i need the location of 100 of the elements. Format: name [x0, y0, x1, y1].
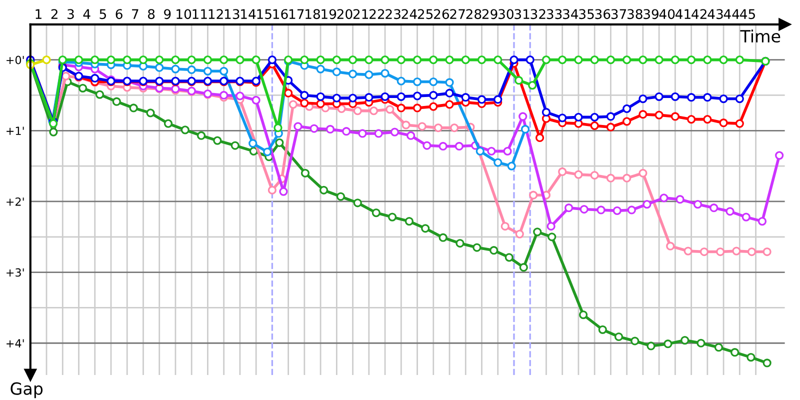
point: [42, 56, 51, 64]
point: [476, 146, 484, 156]
point: [319, 186, 328, 194]
point: [90, 56, 100, 64]
x-tick-label: 41: [675, 9, 690, 19]
point: [670, 112, 680, 121]
point: [316, 64, 325, 74]
point: [719, 118, 728, 128]
point: [364, 93, 374, 102]
point: [680, 336, 690, 345]
point: [248, 139, 258, 148]
x-tick-label: 38: [628, 9, 642, 20]
point: [438, 233, 448, 242]
point: [622, 174, 632, 182]
point: [412, 92, 422, 100]
x-tick-label: 31: [514, 9, 530, 20]
point: [627, 206, 636, 214]
point: [558, 167, 567, 176]
point: [548, 232, 556, 242]
point: [421, 224, 430, 233]
point: [558, 114, 567, 122]
point: [614, 332, 624, 342]
x-tick-label: 43: [708, 9, 723, 20]
point: [638, 168, 648, 178]
point: [542, 108, 551, 117]
x-tick-label: 11: [192, 9, 207, 19]
point: [642, 200, 652, 209]
point: [638, 110, 648, 119]
point: [456, 238, 464, 248]
point: [404, 216, 414, 226]
point: [236, 56, 244, 64]
point: [203, 56, 212, 64]
point: [369, 106, 378, 116]
point: [332, 56, 341, 64]
point: [687, 115, 696, 124]
point: [687, 93, 696, 102]
point: [622, 117, 632, 126]
point: [716, 247, 725, 256]
point: [590, 56, 599, 64]
point: [630, 336, 640, 346]
point: [429, 102, 438, 111]
x-tick-label: 19: [322, 9, 336, 20]
point: [526, 56, 534, 64]
x-tick-label: 34: [563, 9, 578, 20]
point: [288, 100, 298, 109]
point: [477, 56, 486, 64]
point: [500, 222, 510, 231]
x-tick-label: 4: [83, 9, 90, 19]
point: [300, 98, 309, 108]
point: [472, 243, 482, 252]
point: [90, 74, 100, 83]
point: [580, 204, 588, 214]
point: [735, 56, 744, 64]
point: [687, 56, 696, 64]
point: [746, 352, 756, 362]
point: [660, 194, 668, 202]
point: [316, 92, 325, 101]
point: [519, 263, 528, 272]
point: [574, 112, 583, 122]
point: [542, 56, 551, 64]
point: [487, 146, 496, 156]
point: [348, 94, 358, 102]
point: [249, 146, 258, 156]
point: [529, 190, 538, 200]
point: [654, 92, 664, 101]
point: [494, 158, 502, 167]
point: [762, 358, 772, 368]
point: [710, 204, 718, 212]
x-tick-label: 8: [148, 9, 155, 20]
point: [138, 56, 148, 64]
x-tick-label: 1: [36, 9, 42, 19]
point: [590, 121, 599, 130]
point: [49, 128, 58, 136]
x-tick-label: 33: [546, 9, 562, 20]
x-tick-label: 25: [418, 9, 433, 20]
point: [252, 56, 260, 64]
point: [390, 128, 400, 136]
point: [564, 204, 574, 212]
point: [396, 92, 406, 101]
point: [461, 56, 470, 64]
point: [187, 56, 196, 64]
point: [494, 56, 502, 64]
point: [454, 142, 464, 151]
point: [74, 56, 84, 64]
point: [106, 56, 116, 64]
point: [445, 78, 454, 87]
x-tick-label: 24: [402, 9, 417, 19]
x-tick-label: 2: [51, 9, 58, 19]
point: [590, 112, 599, 122]
point: [696, 338, 706, 348]
point: [596, 206, 606, 214]
point: [336, 192, 346, 201]
point: [418, 122, 426, 131]
point: [606, 174, 616, 182]
point: [445, 100, 454, 109]
point: [445, 88, 454, 98]
point: [171, 56, 180, 64]
point: [220, 90, 228, 100]
point: [380, 56, 390, 64]
point: [450, 124, 459, 132]
